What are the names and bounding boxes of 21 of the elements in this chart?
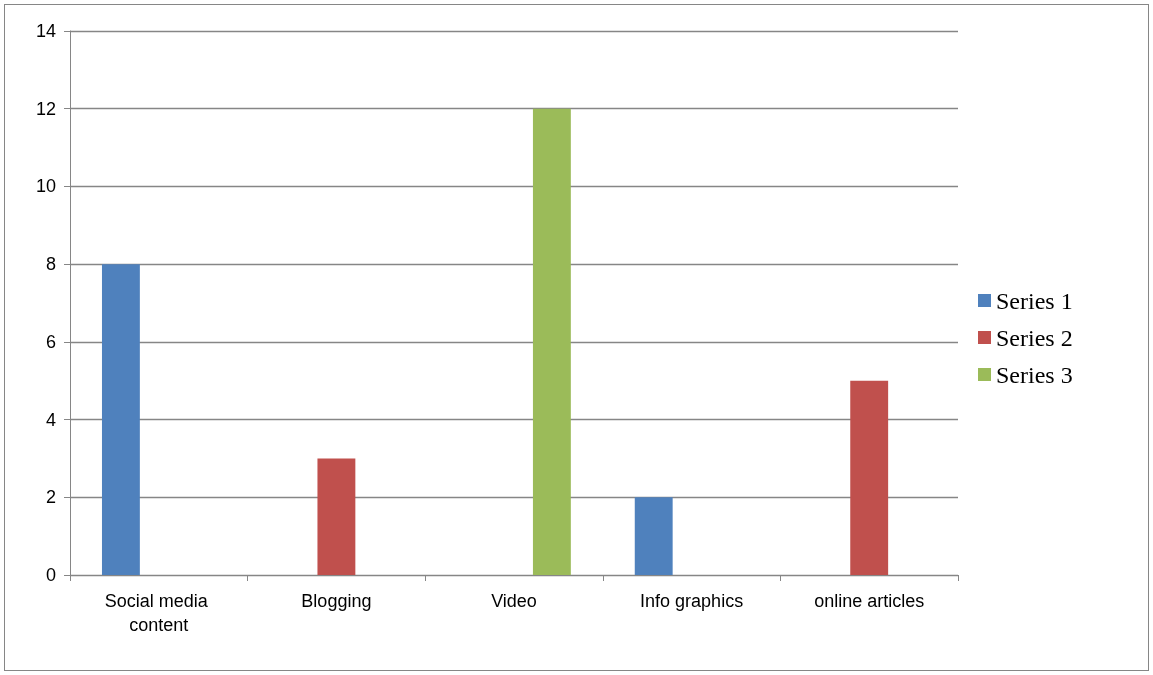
- y-tick-label: 4: [45, 409, 56, 430]
- legend-label: Series 2: [996, 324, 1073, 351]
- x-tick-label: Info graphics: [640, 591, 744, 611]
- x-tick-label: Blogging: [301, 591, 372, 611]
- y-tick-label: 0: [45, 565, 56, 585]
- bar: [532, 108, 571, 575]
- y-tick-label: 6: [45, 331, 56, 352]
- y-tick-label: 14: [35, 21, 56, 41]
- y-tick-label: 8: [45, 254, 56, 275]
- bar: [101, 264, 140, 575]
- bar: [317, 458, 356, 575]
- x-tick-label: Social media content: [104, 591, 213, 635]
- y-tick-label: 12: [35, 98, 56, 119]
- bar: [850, 380, 889, 575]
- y-tick-label: 2: [45, 487, 56, 508]
- y-tick-label: 10: [35, 176, 56, 197]
- legend-label: Series 3: [996, 361, 1073, 388]
- x-tick-label: Video: [491, 591, 537, 611]
- bar: [634, 497, 673, 575]
- x-tick-label: online articles: [814, 591, 925, 611]
- legend-label: Series 1: [996, 287, 1073, 314]
